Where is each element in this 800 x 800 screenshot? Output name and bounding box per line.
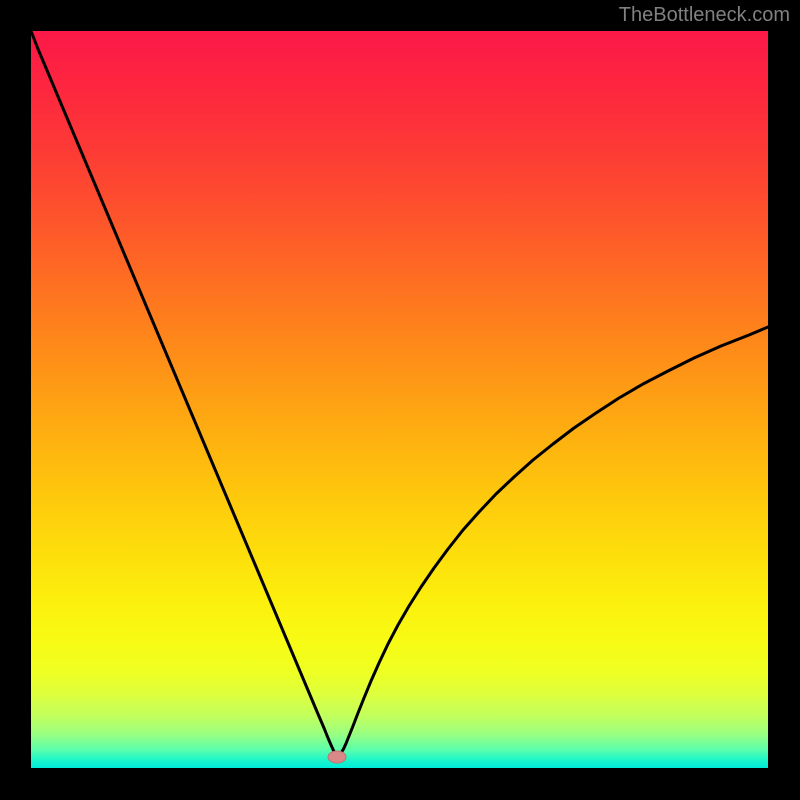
bottleneck-chart: [0, 0, 800, 800]
chart-container: TheBottleneck.com: [0, 0, 800, 800]
watermark-text: TheBottleneck.com: [619, 4, 790, 27]
plot-background: [31, 31, 768, 768]
optimal-point-marker: [328, 751, 346, 763]
